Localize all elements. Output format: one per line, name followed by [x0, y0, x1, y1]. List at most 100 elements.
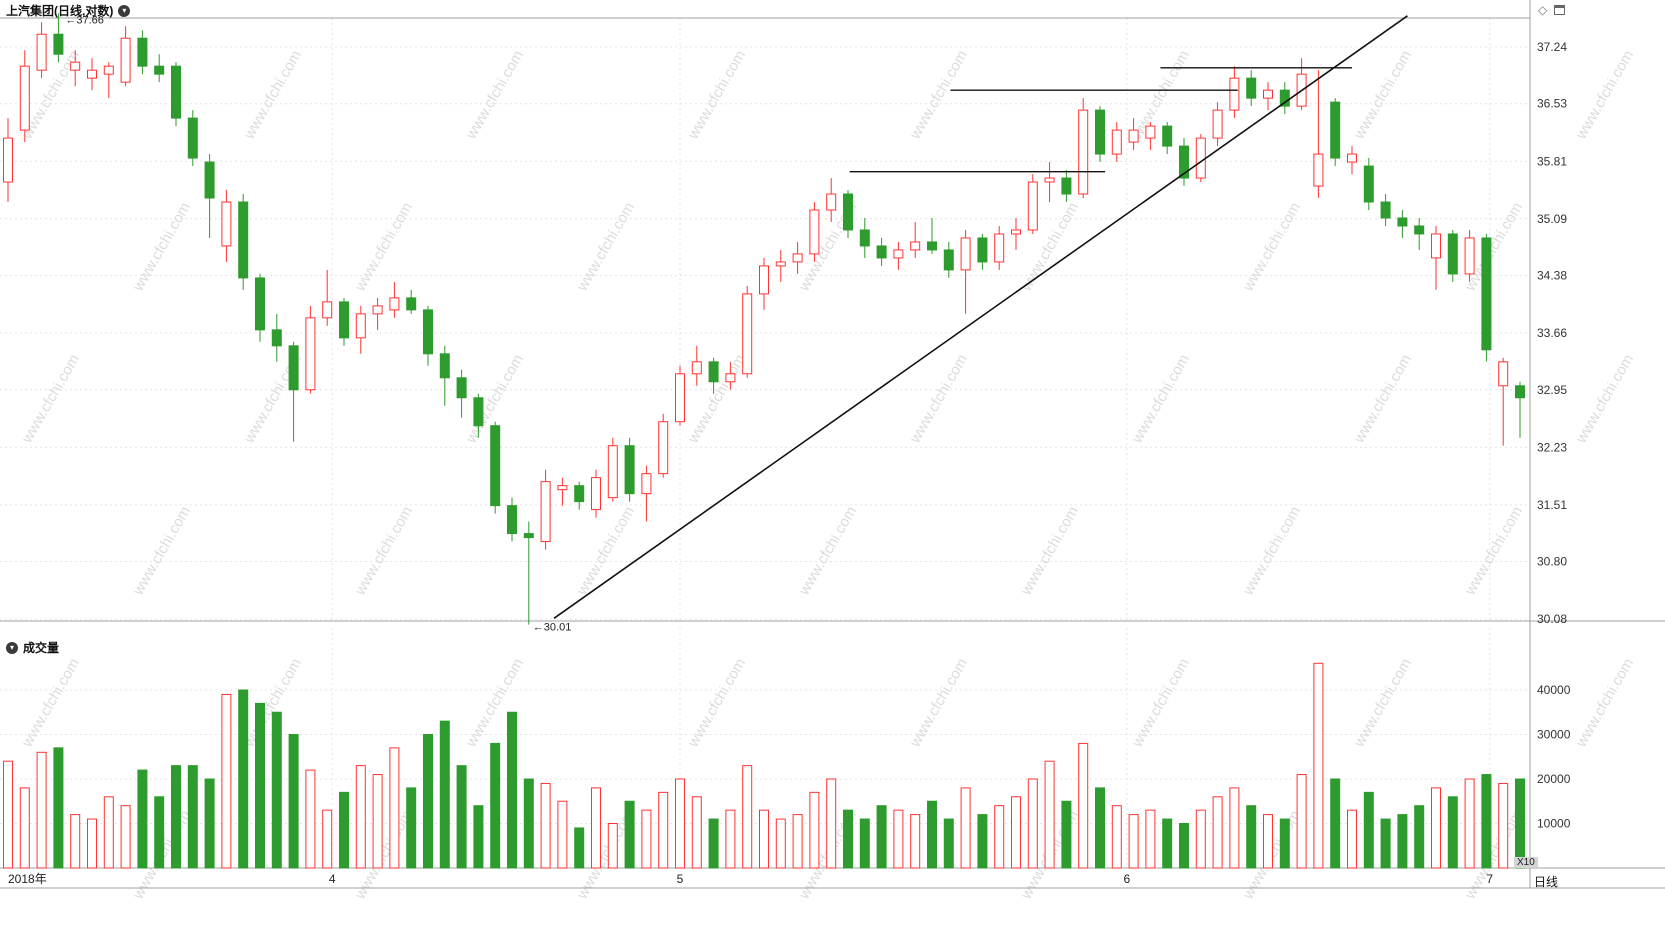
candle-body — [271, 329, 282, 347]
candle-body — [708, 361, 719, 383]
x-axis-label: 2018年 — [8, 872, 47, 886]
candle-body — [1246, 77, 1257, 99]
volume-bar — [1464, 778, 1475, 869]
diamond-icon[interactable]: ◇ — [1538, 3, 1548, 17]
candle-body — [859, 229, 870, 247]
volume-bar — [809, 791, 820, 869]
volume-tick-label: 40000 — [1537, 683, 1571, 697]
candle-body — [355, 313, 366, 339]
watermark-text: www.cfchi.com — [1128, 352, 1193, 447]
candle-body — [473, 397, 484, 427]
volume-bar — [1279, 818, 1290, 869]
volume-bar — [406, 787, 417, 869]
volume-bar — [1044, 760, 1055, 869]
volume-collapse-icon[interactable]: ▾ — [6, 641, 18, 654]
candle-body — [406, 297, 417, 311]
candle-body — [691, 361, 702, 375]
volume-bar — [775, 818, 786, 869]
candle-body — [70, 61, 81, 71]
volume-bar — [1145, 809, 1156, 869]
candle-body — [1078, 109, 1089, 195]
candle-body — [1380, 201, 1391, 219]
volume-bar — [1498, 782, 1509, 869]
watermark-text: www.cfchi.com — [351, 200, 416, 295]
candle-body — [725, 373, 736, 383]
volume-bar — [473, 805, 484, 869]
volume-bar — [943, 818, 954, 869]
volume-bar — [792, 814, 803, 869]
title-dropdown-icon[interactable]: ▾ — [118, 4, 131, 17]
x-axis-label: 5 — [677, 872, 684, 886]
x-axis-label: 7 — [1486, 872, 1493, 886]
watermark-text: www.cfchi.com — [240, 48, 305, 143]
watermark-text: www.cfchi.com — [906, 352, 971, 447]
watermark-text: www.cfchi.com — [1128, 656, 1193, 751]
candle-body — [1313, 153, 1324, 187]
candle-body — [641, 473, 652, 495]
candle-body — [624, 445, 635, 495]
candle-body — [826, 193, 837, 211]
volume-bar — [927, 800, 937, 869]
volume-bar — [523, 778, 534, 869]
watermark-text: www.cfchi.com — [906, 48, 971, 143]
volume-bar — [1179, 823, 1189, 869]
candle-body — [490, 425, 501, 507]
volume-bar — [271, 711, 282, 869]
volume-bar — [1027, 778, 1038, 869]
volume-tick-label: 10000 — [1537, 817, 1571, 831]
volume-bar — [540, 782, 551, 869]
volume-bar — [70, 814, 81, 869]
candle-body — [1397, 217, 1408, 227]
volume-bar — [19, 787, 30, 869]
candle-body — [1330, 101, 1341, 159]
candle-body — [389, 297, 400, 311]
price-tick-label: 36.53 — [1537, 97, 1567, 111]
price-tick-label: 35.09 — [1537, 212, 1567, 226]
volume-bar — [305, 769, 316, 869]
candle-body — [456, 377, 467, 399]
volume-bar — [691, 796, 702, 869]
candle-body — [103, 65, 114, 75]
volume-pane-label: 成交量 — [23, 641, 60, 655]
volume-bar — [187, 765, 198, 869]
volume-bar — [1330, 778, 1341, 869]
volume-bar — [859, 818, 870, 869]
volume-bar — [423, 734, 433, 869]
candle-body — [288, 345, 299, 391]
volume-bar — [507, 711, 517, 869]
candle-body — [1027, 181, 1038, 231]
period-label[interactable]: 日线 — [1534, 875, 1559, 889]
candle-body — [1128, 129, 1139, 143]
volume-axis-labels: 40000 30000 20000 10000 — [1537, 683, 1571, 831]
volume-bar — [1246, 805, 1257, 869]
volume-tick-label: 30000 — [1537, 728, 1571, 742]
price-tick-label: 34.38 — [1537, 269, 1567, 283]
window-icon[interactable] — [1554, 5, 1566, 15]
volume-bar — [456, 765, 467, 869]
candle-body — [137, 37, 148, 67]
annotation-labels: ←37.66 ←30.01 — [65, 14, 571, 633]
volume-bar — [994, 805, 1005, 869]
candle-body — [809, 209, 820, 255]
candle-body — [1481, 237, 1492, 351]
volume-bar — [1111, 805, 1122, 869]
candle-body — [1111, 129, 1122, 155]
x-axis-label: 4 — [329, 872, 336, 886]
candle-body — [1212, 109, 1223, 139]
price-tick-label: 35.81 — [1537, 154, 1567, 168]
watermark-text: www.cfchi.com — [129, 504, 194, 599]
volume-bar — [1263, 814, 1273, 869]
chart-title: 上汽集团(日线,对数) — [6, 4, 114, 18]
volume-bar — [1229, 787, 1240, 869]
candle-body — [792, 253, 803, 263]
volume-bar — [204, 778, 215, 869]
watermark-text: www.cfchi.com — [351, 504, 416, 599]
watermark-text: www.cfchi.com — [573, 504, 638, 599]
volume-bar — [1078, 742, 1089, 869]
watermark-text: www.cfchi.com — [18, 656, 83, 751]
candle-body — [977, 237, 988, 263]
candle-body — [1414, 225, 1425, 235]
volume-bar — [1195, 809, 1206, 869]
volume-bar — [826, 778, 837, 869]
candle-body — [607, 445, 618, 499]
